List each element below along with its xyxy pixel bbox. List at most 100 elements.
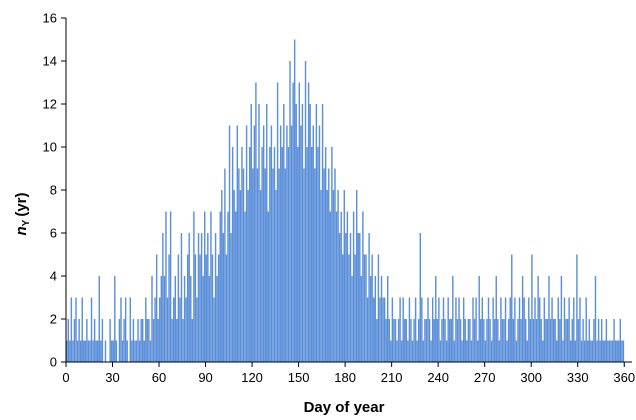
bar-day-336 bbox=[585, 297, 587, 362]
bar-day-354 bbox=[613, 319, 615, 362]
bar-day-233 bbox=[425, 319, 428, 362]
x-axis-title: Day of year bbox=[304, 399, 385, 416]
bar-day-212 bbox=[393, 319, 395, 362]
bar-day-98 bbox=[216, 276, 218, 362]
bar-day-227 bbox=[416, 340, 418, 362]
bar-day-56 bbox=[151, 276, 153, 362]
bar-day-100 bbox=[219, 211, 221, 362]
bar-day-21 bbox=[97, 340, 99, 362]
bar-day-193 bbox=[363, 254, 366, 362]
bar-day-71 bbox=[174, 276, 176, 362]
bar-day-173 bbox=[332, 190, 335, 362]
bar-day-70 bbox=[173, 297, 175, 362]
bar-day-219 bbox=[404, 319, 406, 362]
bar-day-123 bbox=[255, 82, 257, 362]
bar-day-79 bbox=[186, 254, 189, 362]
bar-day-103 bbox=[224, 168, 226, 362]
bar-day-213 bbox=[394, 319, 397, 362]
bar-day-122 bbox=[253, 125, 256, 362]
bar-day-199 bbox=[373, 297, 375, 362]
bar-day-146 bbox=[290, 125, 293, 362]
bar-day-327 bbox=[571, 319, 573, 362]
bar-day-343 bbox=[596, 340, 598, 362]
bar-day-258 bbox=[464, 319, 466, 362]
bar-day-127 bbox=[261, 147, 263, 362]
bar-day-172 bbox=[331, 147, 333, 362]
bar-day-226 bbox=[414, 297, 417, 362]
bar-day-298 bbox=[526, 340, 528, 362]
bar-day-319 bbox=[559, 319, 561, 362]
bar-day-24 bbox=[101, 319, 104, 362]
y-tick-label: 14 bbox=[43, 54, 57, 69]
bar-day-54 bbox=[148, 319, 150, 362]
y-tick-label: 10 bbox=[43, 140, 57, 155]
bar-day-149 bbox=[295, 104, 297, 362]
bar-day-156 bbox=[306, 147, 308, 362]
bar-day-68 bbox=[169, 211, 172, 362]
bar-day-89 bbox=[202, 276, 204, 362]
bar-day-350 bbox=[607, 340, 609, 362]
bar-day-132 bbox=[269, 147, 271, 362]
bar-day-223 bbox=[410, 319, 412, 362]
x-tick-label: 210 bbox=[381, 370, 403, 385]
bar-day-118 bbox=[247, 190, 249, 362]
bar-day-183 bbox=[348, 254, 350, 362]
bar-day-295 bbox=[521, 276, 524, 362]
bar-day-257 bbox=[462, 297, 465, 362]
bar-day-294 bbox=[520, 319, 522, 362]
bar-day-159 bbox=[311, 147, 313, 362]
bar-day-240 bbox=[436, 319, 439, 362]
bar-day-276 bbox=[492, 297, 494, 362]
bar-day-229 bbox=[419, 233, 421, 362]
bar-day-251 bbox=[453, 340, 456, 362]
bar-day-217 bbox=[400, 340, 403, 362]
bar-day-221 bbox=[407, 340, 409, 362]
bar-day-194 bbox=[365, 254, 367, 362]
bar-day-333 bbox=[580, 340, 583, 362]
bar-day-6 bbox=[73, 319, 76, 362]
bar-day-65 bbox=[165, 211, 167, 362]
bar-day-216 bbox=[399, 297, 401, 362]
bar-day-356 bbox=[616, 340, 618, 362]
bar-day-135 bbox=[273, 147, 276, 362]
bar-day-202 bbox=[377, 254, 380, 362]
bar-day-335 bbox=[583, 340, 586, 362]
bar-day-111 bbox=[236, 125, 239, 362]
bar-day-140 bbox=[281, 147, 283, 362]
bar-day-283 bbox=[503, 319, 505, 362]
y-tick-label: 16 bbox=[43, 11, 57, 26]
y-tick-label: 4 bbox=[50, 269, 57, 284]
bar-day-360 bbox=[622, 340, 625, 362]
bar-day-189 bbox=[357, 233, 359, 362]
bar-day-241 bbox=[438, 297, 440, 362]
bar-day-88 bbox=[200, 233, 203, 362]
bar-day-275 bbox=[490, 340, 493, 362]
y-axis-title-unit: (yr) bbox=[13, 192, 30, 216]
bar-day-57 bbox=[152, 319, 155, 362]
bar-day-315 bbox=[552, 319, 555, 362]
bar-day-331 bbox=[577, 319, 580, 362]
bar-day-99 bbox=[217, 254, 220, 362]
bar-day-12 bbox=[83, 340, 85, 362]
bar-day-120 bbox=[250, 104, 252, 362]
x-tick-label: 120 bbox=[241, 370, 263, 385]
bar-day-67 bbox=[168, 254, 170, 362]
bar-day-11 bbox=[81, 297, 83, 362]
bar-day-7 bbox=[75, 297, 77, 362]
bar-day-302 bbox=[532, 319, 535, 362]
bar-day-4 bbox=[70, 297, 73, 362]
bar-day-248 bbox=[449, 319, 451, 362]
bar-day-344 bbox=[597, 319, 600, 362]
bar-day-316 bbox=[554, 319, 556, 362]
bar-day-230 bbox=[421, 297, 423, 362]
bar-day-187 bbox=[354, 254, 356, 362]
bar-day-218 bbox=[402, 297, 404, 362]
bar-day-330 bbox=[576, 254, 578, 362]
x-tick-label: 180 bbox=[334, 370, 356, 385]
bar-day-119 bbox=[248, 147, 251, 362]
bar-day-48 bbox=[138, 340, 141, 362]
bar-day-151 bbox=[298, 82, 301, 362]
bar-day-296 bbox=[523, 297, 525, 362]
bar-day-348 bbox=[604, 340, 606, 362]
bar-day-16 bbox=[89, 340, 91, 362]
